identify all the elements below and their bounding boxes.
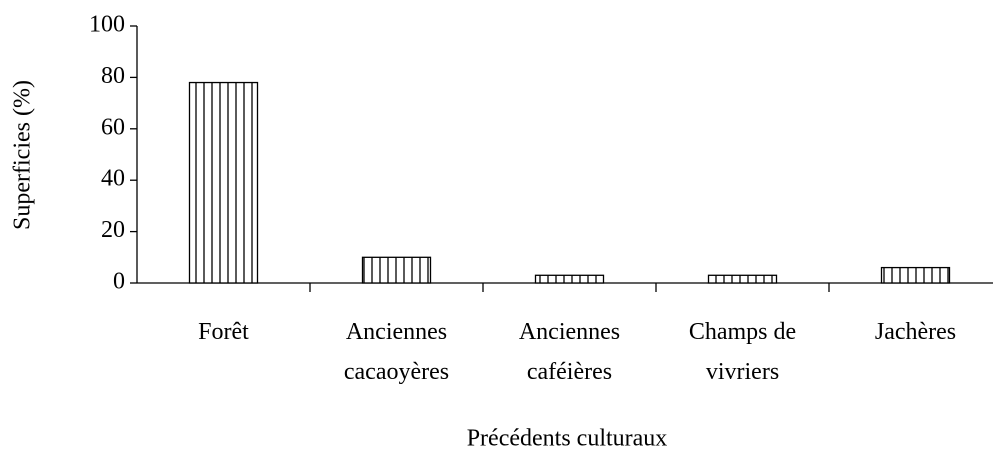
bar [707, 274, 778, 284]
y-tick-label: 20 [101, 217, 125, 243]
x-tick-label-line: Anciennes [519, 319, 620, 345]
y-tick-label: 100 [89, 12, 125, 38]
x-tick-label-line: Jachères [875, 319, 956, 345]
x-tick-label-line: vivriers [706, 359, 779, 385]
x-tick-label: Forêt [198, 319, 249, 345]
x-tick-label-line: Forêt [198, 319, 249, 345]
x-tick-label-line: Anciennes [346, 319, 447, 345]
x-tick-label-line: Champs de [689, 319, 796, 345]
x-tick-label-line: cacaoyères [344, 359, 449, 385]
y-axis-label: Superficies (%) [10, 80, 36, 230]
x-tick-label: Jachères [875, 319, 956, 345]
x-tick-label: Champs de vivriers [689, 319, 796, 385]
bar [534, 274, 605, 284]
y-tick-label: 80 [101, 63, 125, 89]
y-tick-label: 0 [113, 269, 125, 295]
x-tick-label-line: caféières [527, 359, 612, 385]
bar [361, 256, 432, 284]
bar [188, 81, 259, 284]
x-tick-label: Anciennes caféières [519, 319, 620, 385]
y-tick-label: 40 [101, 166, 125, 192]
x-tick-label: Anciennes cacaoyères [344, 319, 449, 385]
x-axis-label: Précédents culturaux [467, 426, 668, 452]
bar [880, 266, 951, 284]
y-tick-label: 60 [101, 114, 125, 140]
